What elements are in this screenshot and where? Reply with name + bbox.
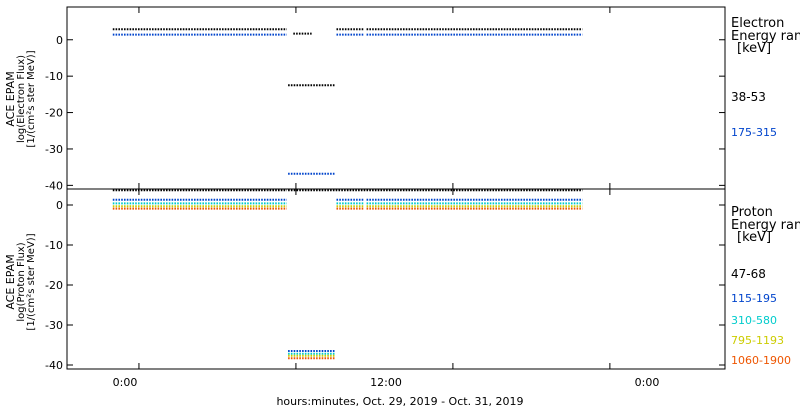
x-tick-label-2: 12:00 <box>370 376 402 389</box>
proton-y-tick-label: -10 <box>45 239 63 252</box>
electron-y-tick-label: -20 <box>45 107 63 120</box>
proton-y-tick-label: 0 <box>56 199 63 212</box>
proton-legend-subtitle: Energy ran <box>731 218 800 233</box>
proton-legend-series-2: 115-195 <box>731 292 777 305</box>
proton-panel: 0-10-20-30-40 ACE EPAM log(Proton Flux) … <box>4 188 800 372</box>
proton-y-tick-label: -40 <box>45 359 63 372</box>
x-axis-title: hours:minutes, Oct. 29, 2019 - Oct. 31, … <box>276 395 523 408</box>
proton-legend-series-4: 795-1193 <box>731 334 784 347</box>
electron-panel: 0 -10 -20 -30 -40 ACE EPAM log(Electron Flux… <box>4 6 800 192</box>
electron-ylabel-line2: log(Electron Flux) <box>16 55 27 143</box>
electron-ylabel-line1: ACE EPAM <box>4 71 17 126</box>
proton-legend-units: [keV] <box>737 230 771 245</box>
time-axis: 0:00 12:00 0:00 hours:minutes, Oct. 29, … <box>113 7 660 408</box>
x-tick-label-3: 0:00 <box>635 376 660 389</box>
proton-legend-series-3: 310-580 <box>731 314 777 327</box>
electron-legend-units: [keV] <box>737 41 771 56</box>
x-tick-label-1: 0:00 <box>113 376 138 389</box>
electron-y-axis: 0 -10 -20 -30 -40 <box>45 34 725 192</box>
electron-y-tick-label: -10 <box>45 70 63 83</box>
proton-plot-frame <box>66 188 726 370</box>
proton-legend-series-1: 47-68 <box>731 267 766 281</box>
proton-legend-title: Proton <box>731 205 773 220</box>
electron-y-tick-label: -30 <box>45 143 63 156</box>
electron-data-layer <box>112 28 583 175</box>
electron-legend-series-1: 38-53 <box>731 90 766 104</box>
proton-y-tick-label: -20 <box>45 279 63 292</box>
proton-data-layer <box>112 189 583 360</box>
electron-y-tick-label: 0 <box>56 34 63 47</box>
proton-y-tick-label: -30 <box>45 319 63 332</box>
electron-y-tick-label: -40 <box>45 179 63 192</box>
electron-legend-title: Electron <box>731 16 784 31</box>
proton-legend-series-5: 1060-1900 <box>731 354 791 367</box>
electron-legend-subtitle: Energy ran <box>731 29 800 44</box>
proton-ylabel-line2: log(Proton Flux) <box>16 242 27 321</box>
proton-ylabel-line3: [1/(cm²s ster MeV)] <box>26 233 37 330</box>
electron-ylabel-line3: [1/(cm²s ster MeV)] <box>26 50 37 147</box>
proton-ylabel-line1: ACE EPAM <box>4 254 17 309</box>
electron-legend-series-2: 175-315 <box>731 126 777 139</box>
proton-y-axis: 0 -10 -20 -30 -40 <box>45 199 725 372</box>
